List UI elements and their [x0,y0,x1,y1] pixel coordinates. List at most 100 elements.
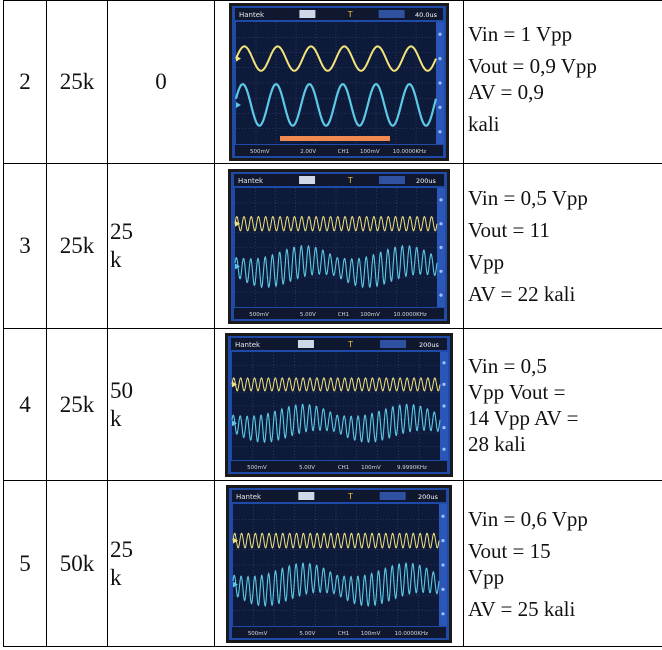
scope-footer-value: 500mV [250,149,270,155]
scope-brand: Hantek [239,11,265,19]
scope-brand: Hantek [238,177,264,185]
scope-grid [235,187,437,307]
calc-line: Vin = 0,5 Vpp [468,186,588,210]
scope-footer: 500mV 2.00V CH1 100mV 10.0000KHz [235,145,443,156]
cell-resistor-2: 0 [107,0,215,164]
scope-brand: Hantek [236,493,262,501]
ch2-trace-blue [232,561,440,607]
scope-footer-value: 2.00V [300,149,316,155]
resistor-2-line: 50 [110,377,133,403]
scope-footer-value: 9.9990KHz [397,465,427,471]
scope-footer: 500mV 5.00V CH1 100mV 10.0000KHz [234,307,444,319]
scope-orange-bar [280,136,390,141]
scope-trigger-label: T [347,492,353,501]
resistor-2-line: k [110,564,122,590]
scope-side-menu [436,22,444,144]
scope-trigger-label: T [347,10,353,19]
ch2-trace-blue [234,83,438,127]
resistor-2-line: k [110,405,122,431]
scope-timebase: 200us [419,341,440,349]
cell-calculation: Vin = 0,5 Vpp Vout = 14 Vpp AV = 28 kali [463,328,662,481]
scope-footer-value: CH1 [338,312,349,318]
cell-resistor-2: 25 k [107,163,215,329]
ch2-marker [235,263,240,270]
ch1-marker [235,220,240,227]
cell-calculation: Vin = 1 Vpp Vout = 0,9 Vpp AV = 0,9 kali [463,0,662,164]
cell-resistor-1: 25k [46,163,108,329]
ch2-marker [233,581,238,588]
cell-calculation: Vin = 0,6 Vpp Vout = 15 Vpp AV = 25 kali [463,480,662,647]
scope-footer-value: 10.0000KHz [395,631,428,637]
scope-footer-value: 5.00V [300,312,316,318]
scope-footer-value: 5.00V [299,631,315,637]
scope-timebase: 200us [418,493,439,501]
ch2-marker [232,419,237,426]
scope-footer-value: 100mV [360,312,380,318]
scope-status-bar: Hantek T 40.0us [235,8,443,20]
scope-footer-value: 10.0000KHz [393,149,426,155]
calc-line: Vin = 0,6 Vpp [468,506,588,531]
ch2-trace-blue [231,402,441,443]
cell-resistor-1: 25k [46,328,108,481]
scope-footer-value: 100mV [360,149,380,155]
scope-footer-value: CH1 [338,149,349,155]
table-row: 4 25k 50 k Hantek T 200us 500mV 5.00V CH1 100mV 9.9… [3,328,662,481]
scope-footer-value: 500mV [247,465,267,471]
scope-side-menu [439,503,447,626]
scope-grid [236,22,436,144]
ch1-trace-yellow [234,215,438,231]
scope-footer-value: CH1 [338,631,349,637]
ch1-marker [236,55,241,62]
results-table: 2 25k 0 Hantek T 40.0us 500mV 2.00V CH1 100mV 10.0… [3,0,662,647]
scope-side-menu [440,351,448,460]
cell-oscilloscope: Hantek T 200us 500mV 5.00V CH1 100mV 10.0000KHz [214,480,464,647]
scope-trigger-label: T [347,176,353,185]
cell-resistor-1: 25k [46,0,108,164]
calc-line: Vin = 0,5 [468,353,547,378]
scope-status-bar: Hantek T 200us [234,173,444,186]
calc-line: kali [468,112,500,136]
resistor-2-line: k [110,247,122,272]
scope-status-bar: Hantek T 200us [232,489,446,502]
oscilloscope-image: Hantek T 40.0us 500mV 2.00V CH1 100mV 10.0000KH… [229,3,449,161]
ch1-marker [232,380,237,387]
scope-status-bar: Hantek T 200us [231,337,447,350]
oscilloscope-image: Hantek T 200us 500mV 5.00V CH1 100mV 10.0000KHz [226,484,452,643]
scope-timebase: 200us [416,177,437,185]
cell-row-number: 2 [3,0,47,164]
calc-line: Vout = 0,9 Vpp [468,54,597,78]
cell-row-number: 3 [3,163,47,329]
scope-footer: 500mV 5.00V CH1 100mV 9.9990KHz [231,460,447,472]
ch2-marker [236,101,241,108]
cell-row-number: 5 [3,480,47,647]
scope-footer-value: 5.00V [299,465,315,471]
table-row: 3 25k 25 k Hantek T 200us 500mV 5.00V CH1 100mV 10.… [3,163,662,329]
ch1-trace-yellow [232,532,440,549]
resistor-2-line: 25 [110,219,133,244]
scope-footer-value: 100mV [361,631,381,637]
calc-line: Vout = 15 [468,538,551,563]
scope-side-menu [437,187,445,307]
scope-brand: Hantek [235,341,261,349]
calc-line: 14 Vpp AV = [468,405,579,430]
calc-line: Vpp [468,564,505,589]
cell-resistor-1: 50k [46,480,108,647]
calc-line: AV = 25 kali [468,596,576,621]
cell-resistor-2: 25 k [107,480,215,647]
scope-grid [232,351,440,460]
calc-line: AV = 22 kali [468,282,576,306]
oscilloscope-image: Hantek T 200us 500mV 5.00V CH1 100mV 10.0000KHz [228,168,450,324]
calc-line: AV = 0,9 [468,80,544,104]
calc-line: 28 kali [468,431,526,456]
cell-oscilloscope: Hantek T 200us 500mV 5.00V CH1 100mV 10.0000KHz [214,163,464,329]
scope-footer: 500mV 5.00V CH1 100mV 10.0000KHz [232,626,446,638]
calc-line: Vin = 1 Vpp [468,22,573,46]
ch2-trace-blue [234,244,438,289]
ch1-marker [233,537,238,544]
cell-oscilloscope: Hantek T 40.0us 500mV 2.00V CH1 100mV 10.0000KH… [214,0,464,164]
scope-footer-value: 100mV [361,465,381,471]
cell-calculation: Vin = 0,5 Vpp Vout = 11 Vpp AV = 22 kali [463,163,662,329]
resistor-2-line: 25 [110,536,133,562]
ch1-trace-yellow [235,45,437,72]
cell-resistor-2: 50 k [107,328,215,481]
